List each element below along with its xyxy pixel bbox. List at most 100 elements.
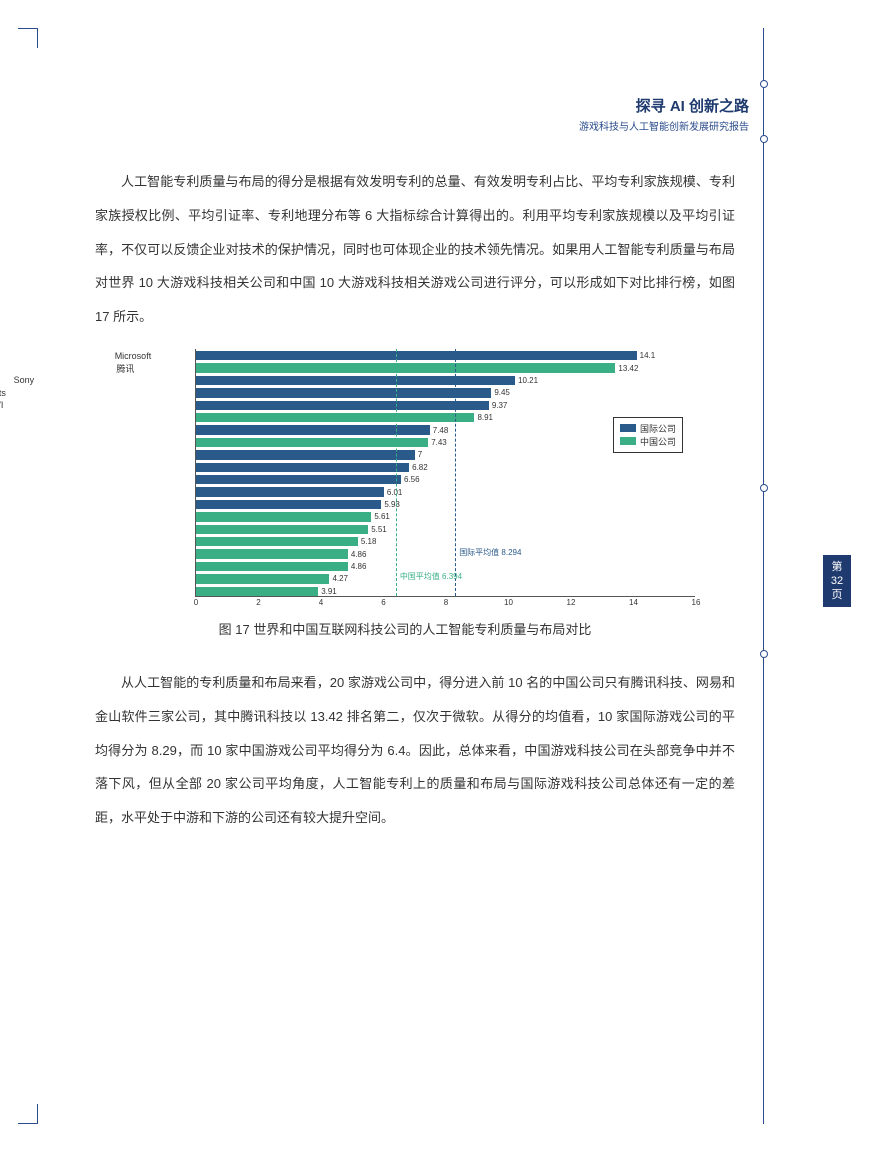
bar-label: Electronic Arts <box>0 388 6 398</box>
bar-row: Epic Gam5.93 <box>196 499 400 510</box>
legend-label-china: 中国公司 <box>640 435 676 448</box>
bar-value: 7 <box>418 450 422 459</box>
bar-value: 4.86 <box>351 550 367 559</box>
bar-value: 5.61 <box>374 512 390 521</box>
bar-value: 5.18 <box>361 537 377 546</box>
chart-figure: 国际公司 中国公司 0 2 4 6 8 10 12 14 16 Microsoft14.1腾讯1… <box>95 349 715 638</box>
bar-label: 腾讯 <box>39 362 134 375</box>
legend-swatch-china <box>620 437 636 445</box>
bar <box>196 463 409 472</box>
margin-dot <box>760 135 768 143</box>
x-tick: 4 <box>319 598 323 607</box>
ref-label-intl: 国际平均值 8.294 <box>459 547 521 558</box>
crop-mark-tl <box>18 28 38 48</box>
main-content: 人工智能专利质量与布局的得分是根据有效发明专利的总量、有效发明专利占比、平均专利… <box>95 165 735 835</box>
bar <box>196 574 329 583</box>
legend-swatch-intl <box>620 424 636 432</box>
header-title: 探寻 AI 创新之路 <box>579 95 749 116</box>
margin-dot <box>760 650 768 658</box>
bar <box>196 587 318 596</box>
bar-value: 9.45 <box>494 388 510 397</box>
page-suffix: 页 <box>832 588 843 602</box>
bar-row: 昆仑万维5.18 <box>196 536 376 547</box>
bar <box>196 537 358 546</box>
legend-china: 中国公司 <box>620 435 676 448</box>
bar-value: 7.43 <box>431 438 447 447</box>
bar-row: ATVI9.37 <box>196 400 507 411</box>
bar-chart: 国际公司 中国公司 0246810121416 Microsoft14.1腾讯1… <box>195 349 695 597</box>
paragraph-2: 从人工智能的专利质量和布局来看，20 家游戏公司中，得分进入前 10 名的中国公… <box>95 666 735 835</box>
bar-row: 网易8.91 <box>196 412 493 423</box>
x-tick: 0 <box>194 598 198 607</box>
bar-row: 世纪华通5.51 <box>196 524 387 535</box>
ref-label-china: 中国平均值 6.394 <box>400 571 462 582</box>
bar-row: Ubisoft7.48 <box>196 424 448 435</box>
bar <box>196 549 348 558</box>
x-tick: 2 <box>256 598 260 607</box>
margin-line <box>763 28 764 1124</box>
bar-row: 完美世界4.86 <box>196 561 366 572</box>
bar <box>196 512 371 521</box>
bar-value: 5.93 <box>384 500 400 509</box>
ref-line-intl <box>455 349 456 596</box>
x-tick: 10 <box>504 598 513 607</box>
bar <box>196 351 637 360</box>
bar <box>196 562 348 571</box>
bar <box>196 438 428 447</box>
x-tick: 12 <box>567 598 576 607</box>
page-number: 32 <box>831 574 843 588</box>
page-header: 探寻 AI 创新之路 游戏科技与人工智能创新发展研究报告 <box>579 95 749 133</box>
bar-row: 腾讯13.42 <box>196 362 638 373</box>
bar-value: 10.21 <box>518 376 538 385</box>
bar <box>196 525 368 534</box>
bar <box>196 388 491 397</box>
bar <box>196 450 415 459</box>
bar-row: Sony10.21 <box>196 375 538 386</box>
bar-row: Psyonix6.82 <box>196 462 428 473</box>
bar-value: 4.86 <box>351 562 367 571</box>
bar <box>196 425 430 434</box>
header-subtitle: 游戏科技与人工智能创新发展研究报告 <box>579 118 749 133</box>
x-tick: 6 <box>381 598 385 607</box>
bar-value: 8.91 <box>477 413 493 422</box>
bar-value: 5.51 <box>371 525 387 534</box>
bar-row: 双龙3.91 <box>196 586 337 597</box>
crop-mark-bl <box>18 1104 38 1124</box>
bar <box>196 487 384 496</box>
bar <box>196 500 381 509</box>
paragraph-1: 人工智能专利质量与布局的得分是根据有效发明专利的总量、有效发明专利占比、平均专利… <box>95 165 735 334</box>
bar-row: Microsoft14.1 <box>196 350 655 361</box>
x-tick: 14 <box>629 598 638 607</box>
bar-value: 4.27 <box>332 574 348 583</box>
ref-line-china <box>396 349 397 596</box>
x-tick: 16 <box>692 598 701 607</box>
bar-value: 6.01 <box>387 488 403 497</box>
bar-row: 金山软件7.43 <box>196 437 447 448</box>
bar-row: Inworld6.56 <box>196 474 420 485</box>
margin-dot <box>760 80 768 88</box>
bar-value: 6.82 <box>412 463 428 472</box>
legend-intl: 国际公司 <box>620 422 676 435</box>
x-tick: 8 <box>444 598 448 607</box>
bar-value: 7.48 <box>433 426 449 435</box>
bar <box>196 363 615 372</box>
bar <box>196 413 474 422</box>
bar-row: Electronic Arts9.45 <box>196 387 510 398</box>
bar-value: 13.42 <box>618 364 638 373</box>
bar-row: 搜狐5.61 <box>196 511 390 522</box>
bar-row: IGG4.86 <box>196 548 366 559</box>
bar-value: 6.56 <box>404 475 420 484</box>
chart-legend: 国际公司 中国公司 <box>613 417 683 453</box>
bar-label: ATVI <box>0 400 3 410</box>
chart-caption: 图 17 世界和中国互联网科技公司的人工智能专利质量与布局对比 <box>95 619 715 638</box>
bar-row: Utopos Games6.01 <box>196 486 402 497</box>
page-prefix: 第 <box>832 560 843 574</box>
margin-dot <box>760 484 768 492</box>
bar-value: 9.37 <box>492 401 508 410</box>
bar <box>196 401 489 410</box>
bar-row: 三七互娱4.27 <box>196 573 348 584</box>
bar-value: 3.91 <box>321 587 337 596</box>
legend-label-intl: 国际公司 <box>640 422 676 435</box>
bar-label: Sony <box>0 375 34 385</box>
bar <box>196 376 515 385</box>
